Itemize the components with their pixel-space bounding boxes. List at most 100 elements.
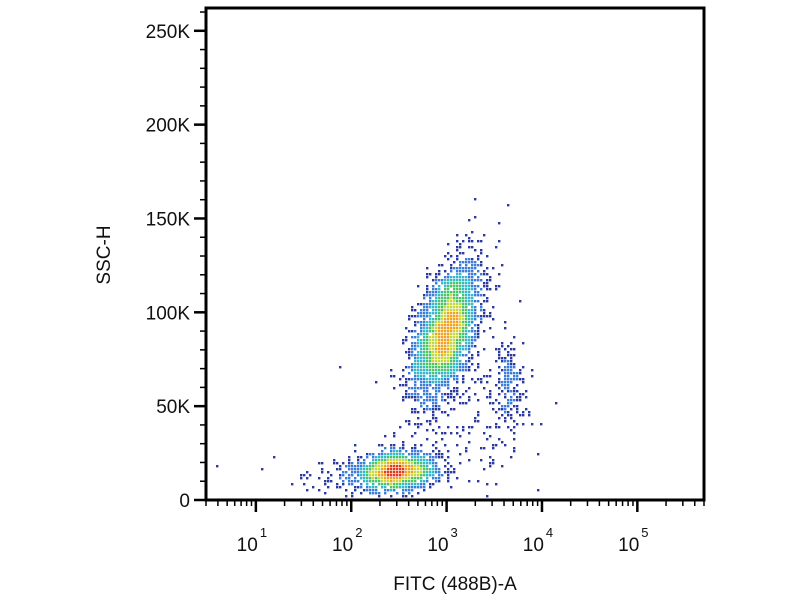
event-dot [474, 318, 477, 321]
event-dot [456, 285, 459, 288]
event-dot [465, 297, 468, 300]
event-dot [447, 243, 450, 246]
event-dot [501, 441, 504, 444]
event-dot [399, 378, 402, 381]
event-dot [411, 345, 414, 348]
event-dot [489, 276, 492, 279]
event-dot [435, 393, 438, 396]
event-dot [537, 453, 540, 456]
event-dot [381, 456, 384, 459]
event-dot [462, 276, 465, 279]
event-dot [402, 465, 405, 468]
event-dot [456, 294, 459, 297]
event-dot [489, 390, 492, 393]
event-dot [444, 330, 447, 333]
event-dot [402, 471, 405, 474]
event-dot [438, 288, 441, 291]
event-dots [216, 198, 558, 498]
event-dot [468, 276, 471, 279]
event-dot [483, 330, 486, 333]
event-dot [444, 276, 447, 279]
event-dot [450, 357, 453, 360]
event-dot [402, 441, 405, 444]
event-dot [432, 414, 435, 417]
event-dot [405, 471, 408, 474]
event-dot [453, 285, 456, 288]
event-dot [462, 366, 465, 369]
event-dot [306, 489, 309, 492]
event-dot [471, 363, 474, 366]
event-dot [348, 474, 351, 477]
event-dot [468, 285, 471, 288]
event-dot [444, 459, 447, 462]
event-dot [426, 348, 429, 351]
event-dot [342, 462, 345, 465]
event-dot [429, 453, 432, 456]
event-dot [486, 375, 489, 378]
event-dot [441, 372, 444, 375]
event-dot [414, 348, 417, 351]
event-dot [423, 336, 426, 339]
event-dot [405, 465, 408, 468]
event-dot [474, 261, 477, 264]
event-dot [459, 453, 462, 456]
event-dot [378, 444, 381, 447]
event-dot [483, 375, 486, 378]
event-dot [441, 339, 444, 342]
event-dot [441, 312, 444, 315]
event-dot [357, 468, 360, 471]
event-dot [408, 477, 411, 480]
event-dot [336, 462, 339, 465]
event-dot [465, 369, 468, 372]
event-dot [510, 396, 513, 399]
event-dot [468, 357, 471, 360]
event-dot [501, 405, 504, 408]
event-dot [414, 483, 417, 486]
event-dot [459, 318, 462, 321]
event-dot [513, 372, 516, 375]
event-dot [342, 480, 345, 483]
event-dot [435, 384, 438, 387]
event-dot [426, 291, 429, 294]
event-dot [447, 462, 450, 465]
event-dot [411, 393, 414, 396]
event-dot [462, 315, 465, 318]
event-dot [441, 327, 444, 330]
event-dot [432, 369, 435, 372]
event-dot [528, 414, 531, 417]
event-dot [489, 393, 492, 396]
event-dot [405, 489, 408, 492]
event-dot [501, 381, 504, 384]
event-dot [363, 474, 366, 477]
event-dot [393, 375, 396, 378]
event-dot [456, 288, 459, 291]
event-dot [363, 477, 366, 480]
event-dot [435, 336, 438, 339]
event-dot [525, 408, 528, 411]
event-dot [459, 270, 462, 273]
event-dot [414, 396, 417, 399]
event-dot [444, 336, 447, 339]
event-dot [420, 468, 423, 471]
event-dot [387, 471, 390, 474]
event-dot [486, 495, 489, 498]
event-dot [381, 444, 384, 447]
event-dot [414, 375, 417, 378]
event-dot [465, 315, 468, 318]
event-dot [414, 471, 417, 474]
event-dot [513, 432, 516, 435]
event-dot [510, 456, 513, 459]
event-dot [435, 468, 438, 471]
event-dot [432, 300, 435, 303]
event-dot [504, 369, 507, 372]
event-dot [438, 318, 441, 321]
event-dot [507, 411, 510, 414]
event-dot [351, 474, 354, 477]
event-dot [432, 477, 435, 480]
event-dot [426, 408, 429, 411]
event-dot [525, 396, 528, 399]
event-dot [429, 396, 432, 399]
event-dot [354, 489, 357, 492]
event-dot [453, 303, 456, 306]
event-dot [435, 279, 438, 282]
